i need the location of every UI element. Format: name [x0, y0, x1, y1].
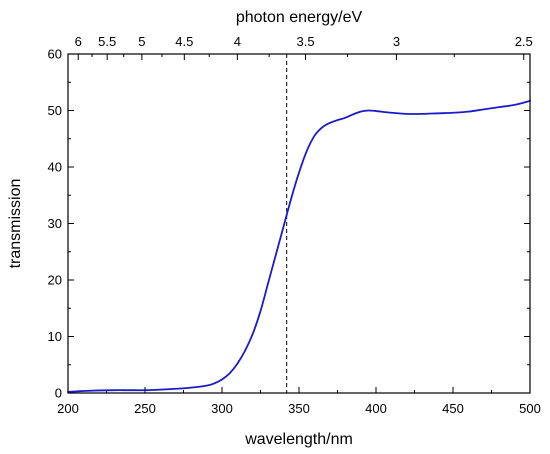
series-layer [67, 99, 531, 393]
x-tick-label: 250 [134, 401, 156, 416]
top-tick-label: 5.5 [98, 34, 116, 49]
top-axis-title: photon energy/eV [236, 9, 363, 26]
x-tick-label: 300 [211, 401, 233, 416]
y-tick-label: 20 [48, 273, 62, 288]
y-tick-label: 40 [48, 160, 62, 175]
top-tick-label: 3 [393, 34, 400, 49]
y-axis-title: transmission [7, 179, 24, 269]
top-tick-label: 6 [75, 34, 82, 49]
transmission-series-line [67, 99, 531, 393]
x-tick-label: 450 [442, 401, 464, 416]
top-tick-label: 3.5 [296, 34, 314, 49]
top-tick-label: 4 [234, 34, 241, 49]
x-axis-title: wavelength/nm [244, 431, 353, 448]
x-tick-label: 350 [288, 401, 310, 416]
top-tick-label: 5 [138, 34, 145, 49]
plot-frame [67, 53, 531, 394]
y-tick-label: 50 [48, 103, 62, 118]
top-tick-label: 4.5 [175, 34, 193, 49]
x-tick-label: 400 [365, 401, 387, 416]
top-tick-label: 2.5 [515, 34, 533, 49]
y-tick-label: 0 [55, 386, 62, 401]
y-tick-label: 60 [48, 47, 62, 62]
x-tick-label: 500 [519, 401, 541, 416]
y-tick-label: 10 [48, 329, 62, 344]
y-tick-label: 30 [48, 216, 62, 231]
x-tick-label: 200 [57, 401, 79, 416]
ticks-layer: 200 250 300 350 400 450 500 0 10 20 30 40 50 60 6 5.5 5 4… [48, 34, 541, 416]
